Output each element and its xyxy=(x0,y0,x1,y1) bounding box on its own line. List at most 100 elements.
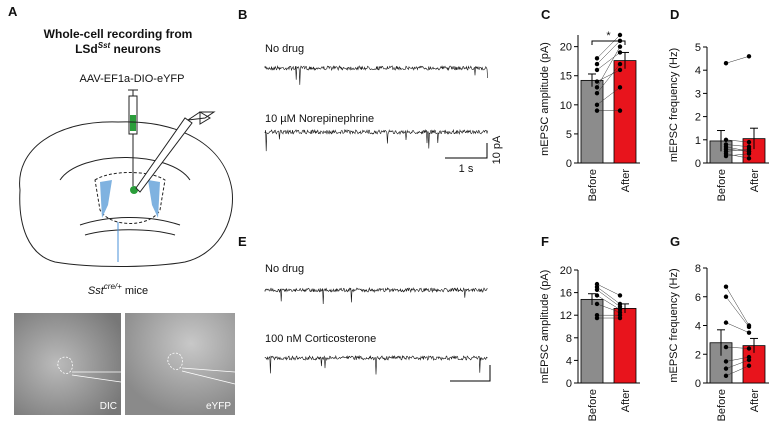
y-tick-label: 4 xyxy=(566,355,572,367)
pair-line xyxy=(596,63,621,94)
pair-line xyxy=(725,365,750,377)
bar xyxy=(613,60,637,164)
point xyxy=(594,90,600,96)
point xyxy=(594,293,600,298)
scale-bar xyxy=(450,365,491,382)
y-tick-label: 5 xyxy=(566,129,572,141)
x-tick-label: After xyxy=(620,389,632,413)
point xyxy=(594,79,600,84)
point xyxy=(723,151,729,156)
pair-line xyxy=(725,153,750,157)
y-tick-label: 15 xyxy=(560,71,572,83)
panel-label: E xyxy=(238,234,247,249)
condition: No drug xyxy=(265,43,304,55)
pair-line xyxy=(725,144,750,148)
mouse-part: Sst xyxy=(88,285,105,297)
point xyxy=(617,44,623,49)
pair-line xyxy=(725,56,750,64)
point xyxy=(723,137,729,142)
y-tick-label: 1 xyxy=(695,135,701,147)
panel-label: B xyxy=(238,7,247,22)
point xyxy=(723,344,729,350)
scale-x: 1 s xyxy=(459,163,474,175)
x-tick-label: Before xyxy=(587,389,599,421)
title-part: LSd xyxy=(75,42,98,56)
x-tick-label: After xyxy=(749,169,761,193)
point xyxy=(746,346,752,351)
pair-line xyxy=(596,289,621,307)
pair-line xyxy=(596,303,621,313)
y-tick-label: 12 xyxy=(560,310,572,322)
y-tick-label: 0 xyxy=(695,158,701,170)
y-tick-label: 10 xyxy=(560,100,572,112)
point xyxy=(594,67,600,73)
y-tick-label: 0 xyxy=(695,378,701,390)
eyfp-image xyxy=(125,313,235,415)
bar xyxy=(613,308,637,384)
pair-line xyxy=(725,296,750,328)
point xyxy=(746,149,752,154)
sig-mark: * xyxy=(606,30,611,42)
point xyxy=(723,366,729,371)
point xyxy=(723,294,729,299)
pair-line xyxy=(725,322,750,333)
image-label: eYFP xyxy=(206,401,231,412)
point xyxy=(594,315,600,321)
pair-line xyxy=(596,52,621,71)
point xyxy=(723,373,729,379)
pair-line xyxy=(596,286,621,305)
title: Whole-cell recording from xyxy=(44,27,193,41)
panel-label: G xyxy=(670,234,680,249)
point xyxy=(723,61,729,66)
y-axis-label: mEPSC frequency (Hz) xyxy=(668,268,680,382)
x-tick-label: Before xyxy=(716,389,728,421)
point xyxy=(746,330,752,335)
point xyxy=(617,108,623,113)
bar xyxy=(580,298,604,384)
point xyxy=(617,85,623,90)
point xyxy=(723,359,729,364)
x-tick-label: After xyxy=(620,169,632,193)
point xyxy=(594,301,600,307)
point xyxy=(617,50,623,55)
pair-line xyxy=(725,153,750,159)
pair-line xyxy=(596,283,621,296)
point xyxy=(617,293,623,298)
pair-line xyxy=(725,286,750,326)
y-tick-label: 8 xyxy=(695,263,701,275)
panel-label: C xyxy=(541,7,551,22)
image-label: DIC xyxy=(100,401,117,412)
pair-line xyxy=(596,69,621,82)
pair-line xyxy=(596,40,621,65)
bar xyxy=(580,79,604,164)
trace xyxy=(264,286,488,305)
y-tick-label: 16 xyxy=(560,288,572,300)
title-sup: Sst xyxy=(98,41,111,50)
point xyxy=(617,32,623,38)
mouse-part: mice xyxy=(122,285,148,297)
point xyxy=(594,102,600,108)
y-tick-label: 4 xyxy=(695,65,701,77)
point xyxy=(594,56,600,61)
point xyxy=(746,357,752,363)
panel-label: D xyxy=(670,7,679,22)
y-tick-label: 0 xyxy=(566,378,572,390)
title: LSdSst neurons xyxy=(75,41,161,56)
y-tick-label: 0 xyxy=(566,158,572,170)
y-axis-label: mEPSC amplitude (pA) xyxy=(539,42,551,156)
brain-diagram xyxy=(19,89,233,267)
panel-label: F xyxy=(541,234,549,249)
cell-outline xyxy=(57,352,236,385)
point xyxy=(746,363,752,368)
point xyxy=(594,61,600,67)
pair-line xyxy=(725,359,750,369)
trace xyxy=(264,128,488,152)
pair-line xyxy=(596,87,621,106)
condition: 10 µM Norepinephrine xyxy=(265,113,374,125)
y-tick-label: 4 xyxy=(695,321,701,333)
point xyxy=(746,139,752,145)
dic-image xyxy=(14,313,121,415)
y-tick-label: 20 xyxy=(560,265,572,277)
pair-line xyxy=(725,346,750,349)
